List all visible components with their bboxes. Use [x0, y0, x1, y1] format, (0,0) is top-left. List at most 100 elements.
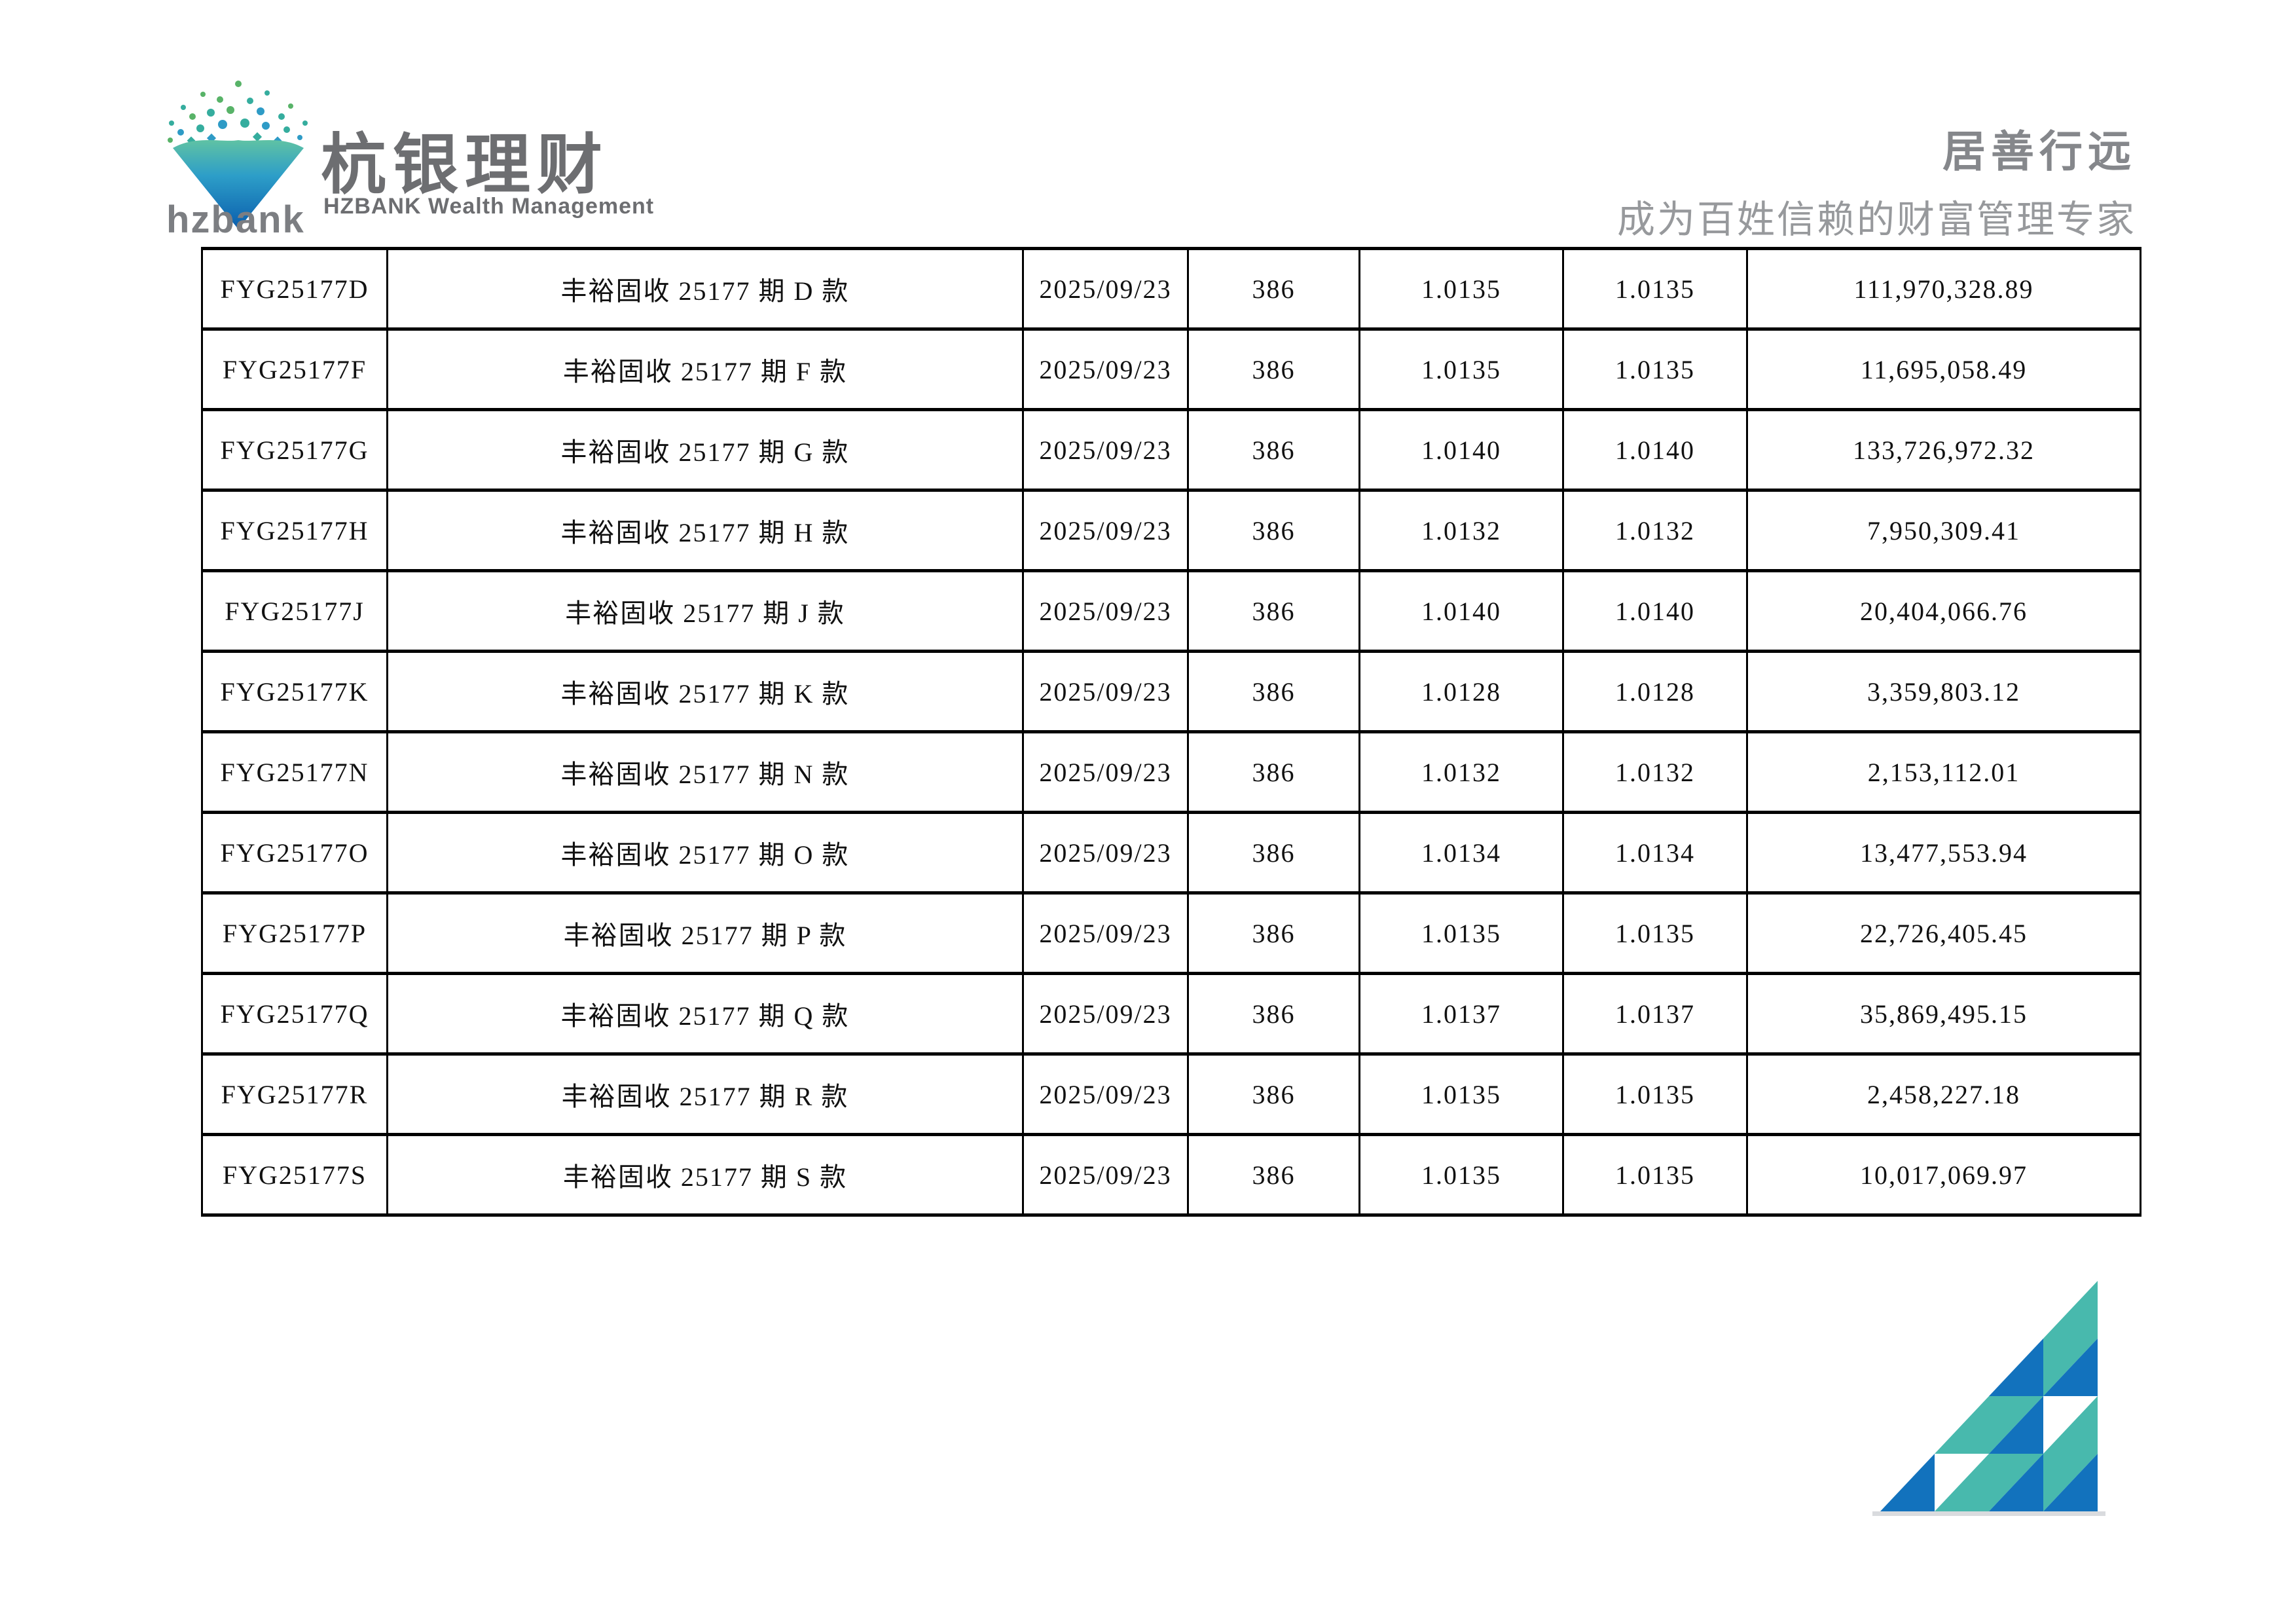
cell-amount: 11,695,058.49 [1746, 327, 2141, 411]
cell-date: 2025/09/23 [1022, 891, 1189, 975]
cell-date: 2025/09/23 [1022, 811, 1189, 895]
cell-days: 386 [1187, 650, 1360, 733]
hzbank-diamond-logo-icon [168, 81, 308, 229]
table-row: FYG25177F 丰裕固收 25177 期 F 款 2025/09/23 38… [201, 327, 2141, 411]
table-row: FYG25177S 丰裕固收 25177 期 S 款 2025/09/23 38… [201, 1133, 2141, 1217]
cell-date: 2025/09/23 [1022, 327, 1189, 411]
cell-amount: 13,477,553.94 [1746, 811, 2141, 895]
cell-product-code: FYG25177F [201, 327, 388, 411]
cell-product-code: FYG25177O [201, 811, 388, 895]
logo-sparkles [168, 81, 308, 145]
cell-product-code: FYG25177R [201, 1052, 388, 1136]
cell-product-name: 丰裕固收 25177 期 H 款 [386, 489, 1024, 572]
slogan-block: 居善行远 成为百姓信赖的财富管理专家 [1617, 117, 2136, 244]
cell-days: 386 [1187, 1133, 1360, 1217]
cell-amount: 2,458,227.18 [1746, 1052, 2141, 1136]
cell-product-code: FYG25177K [201, 650, 388, 733]
cell-days: 386 [1187, 972, 1360, 1056]
cell-date: 2025/09/23 [1022, 972, 1189, 1056]
slogan-title: 居善行远 [1942, 127, 2136, 175]
cell-product-name: 丰裕固收 25177 期 O 款 [386, 811, 1024, 895]
cell-cumulative-nav: 1.0135 [1562, 247, 1748, 331]
cell-cumulative-nav: 1.0128 [1562, 650, 1748, 733]
cell-date: 2025/09/23 [1022, 247, 1189, 331]
cell-unit-nav: 1.0135 [1358, 891, 1564, 975]
cell-product-name: 丰裕固收 25177 期 Q 款 [386, 972, 1024, 1056]
cell-unit-nav: 1.0140 [1358, 569, 1564, 653]
table-row: FYG25177D 丰裕固收 25177 期 D 款 2025/09/23 38… [201, 247, 2141, 331]
triangle-mosaic-graphic [1872, 1281, 2105, 1516]
cell-amount: 10,017,069.97 [1746, 1133, 2141, 1217]
cell-unit-nav: 1.0137 [1358, 972, 1564, 1056]
cell-product-name: 丰裕固收 25177 期 G 款 [386, 408, 1024, 492]
product-table: FYG25177D 丰裕固收 25177 期 D 款 2025/09/23 38… [201, 247, 2141, 1217]
brand-name-cn: 杭银理财 [321, 128, 609, 202]
cell-date: 2025/09/23 [1022, 408, 1189, 492]
cell-product-name: 丰裕固收 25177 期 R 款 [386, 1052, 1024, 1136]
cell-unit-nav: 1.0135 [1358, 327, 1564, 411]
cell-amount: 7,950,309.41 [1746, 489, 2141, 572]
cell-date: 2025/09/23 [1022, 730, 1189, 814]
cell-amount: 22,726,405.45 [1746, 891, 2141, 975]
cell-cumulative-nav: 1.0134 [1562, 811, 1748, 895]
cell-amount: 35,869,495.15 [1746, 972, 2141, 1056]
cell-date: 2025/09/23 [1022, 650, 1189, 733]
cell-unit-nav: 1.0134 [1358, 811, 1564, 895]
cell-unit-nav: 1.0135 [1358, 1133, 1564, 1217]
cell-cumulative-nav: 1.0132 [1562, 489, 1748, 572]
cell-days: 386 [1187, 247, 1360, 331]
cell-unit-nav: 1.0132 [1358, 489, 1564, 572]
cell-product-code: FYG25177D [201, 247, 388, 331]
cell-amount: 3,359,803.12 [1746, 650, 2141, 733]
cell-product-name: 丰裕固收 25177 期 S 款 [386, 1133, 1024, 1217]
table-row: FYG25177G 丰裕固收 25177 期 G 款 2025/09/23 38… [201, 408, 2141, 492]
cell-product-name: 丰裕固收 25177 期 K 款 [386, 650, 1024, 733]
cell-amount: 20,404,066.76 [1746, 569, 2141, 653]
cell-product-code: FYG25177J [201, 569, 388, 653]
cell-cumulative-nav: 1.0132 [1562, 730, 1748, 814]
cell-unit-nav: 1.0128 [1358, 650, 1564, 733]
cell-days: 386 [1187, 327, 1360, 411]
cell-unit-nav: 1.0132 [1358, 730, 1564, 814]
table-row: FYG25177J 丰裕固收 25177 期 J 款 2025/09/23 38… [201, 569, 2141, 653]
cell-cumulative-nav: 1.0140 [1562, 408, 1748, 492]
cell-product-name: 丰裕固收 25177 期 D 款 [386, 247, 1024, 331]
slogan-subtitle: 成为百姓信赖的财富管理专家 [1616, 198, 2136, 241]
cell-days: 386 [1187, 408, 1360, 492]
cell-product-name: 丰裕固收 25177 期 J 款 [386, 569, 1024, 653]
brand-name-en: HZBANK Wealth Management [323, 194, 655, 219]
cell-cumulative-nav: 1.0135 [1562, 1133, 1748, 1217]
cell-cumulative-nav: 1.0140 [1562, 569, 1748, 653]
cell-date: 2025/09/23 [1022, 489, 1189, 572]
cell-product-name: 丰裕固收 25177 期 N 款 [386, 730, 1024, 814]
table-row: FYG25177R 丰裕固收 25177 期 R 款 2025/09/23 38… [201, 1052, 2141, 1136]
cell-product-name: 丰裕固收 25177 期 F 款 [386, 327, 1024, 411]
diamond-shape [173, 140, 304, 229]
cell-product-code: FYG25177P [201, 891, 388, 975]
table-row: FYG25177N 丰裕固收 25177 期 N 款 2025/09/23 38… [201, 730, 2141, 814]
cell-unit-nav: 1.0135 [1358, 1052, 1564, 1136]
cell-date: 2025/09/23 [1022, 1052, 1189, 1136]
hzbank-logo: hzbank 杭银理财 HZBANK Wealth Management [162, 77, 660, 248]
cell-product-name: 丰裕固收 25177 期 P 款 [386, 891, 1024, 975]
cell-days: 386 [1187, 569, 1360, 653]
table-row: FYG25177H 丰裕固收 25177 期 H 款 2025/09/23 38… [201, 489, 2141, 572]
cell-days: 386 [1187, 730, 1360, 814]
cell-product-code: FYG25177G [201, 408, 388, 492]
cell-days: 386 [1187, 891, 1360, 975]
cell-amount: 133,726,972.32 [1746, 408, 2141, 492]
cell-product-code: FYG25177H [201, 489, 388, 572]
cell-unit-nav: 1.0135 [1358, 247, 1564, 331]
cell-days: 386 [1187, 1052, 1360, 1136]
cell-cumulative-nav: 1.0137 [1562, 972, 1748, 1056]
cell-product-code: FYG25177S [201, 1133, 388, 1217]
table-row: FYG25177O 丰裕固收 25177 期 O 款 2025/09/23 38… [201, 811, 2141, 895]
cell-product-code: FYG25177Q [201, 972, 388, 1056]
cell-cumulative-nav: 1.0135 [1562, 1052, 1748, 1136]
cell-amount: 2,153,112.01 [1746, 730, 2141, 814]
hzbank-caption: hzbank [166, 198, 305, 241]
cell-days: 386 [1187, 489, 1360, 572]
table-row: FYG25177K 丰裕固收 25177 期 K 款 2025/09/23 38… [201, 650, 2141, 733]
cell-cumulative-nav: 1.0135 [1562, 327, 1748, 411]
table-row: FYG25177Q 丰裕固收 25177 期 Q 款 2025/09/23 38… [201, 972, 2141, 1056]
